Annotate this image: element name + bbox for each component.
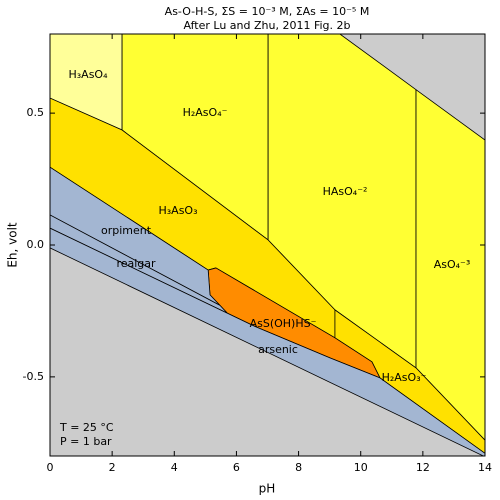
region-label: realgar (116, 257, 156, 270)
x-axis-label: pH (259, 482, 276, 496)
x-tick-label: 4 (171, 461, 178, 474)
region-label: H₃AsO₃ (158, 204, 197, 217)
x-tick-label: 10 (354, 461, 368, 474)
y-tick-label: 0.5 (27, 106, 45, 119)
region-label: H₂AsO₄⁻ (183, 106, 228, 119)
plot-area (50, 34, 485, 456)
region-label: AsO₄⁻³ (434, 258, 471, 271)
region (50, 166, 221, 306)
region-label: orpiment (101, 224, 152, 237)
region-label: H₂AsO₃⁻ (382, 371, 427, 384)
region-label: AsS(OH)HS⁻ (250, 317, 317, 330)
x-tick-label: 14 (478, 461, 492, 474)
region-label: HAsO₄⁻² (323, 185, 368, 198)
region-label: H₃AsO₄ (68, 68, 108, 81)
y-axis-label: Eh, volt (6, 222, 20, 268)
x-tick-label: 2 (109, 461, 116, 474)
region-label: arsenic (258, 343, 298, 356)
chart-subtitle: After Lu and Zhu, 2011 Fig. 2b (183, 19, 350, 32)
annotation: T = 25 °C (59, 421, 114, 434)
x-tick-label: 6 (233, 461, 240, 474)
x-tick-label: 8 (295, 461, 302, 474)
chart-title: As-O-H-S, ΣS = 10⁻³ M, ΣAs = 10⁻⁵ M (165, 5, 370, 18)
x-tick-label: 12 (416, 461, 430, 474)
annotation: P = 1 bar (60, 435, 112, 448)
y-tick-label: -0.5 (23, 370, 44, 383)
region (415, 89, 485, 441)
region (50, 227, 485, 456)
x-tick-label: 0 (47, 461, 54, 474)
y-tick-label: 0.0 (27, 238, 45, 251)
